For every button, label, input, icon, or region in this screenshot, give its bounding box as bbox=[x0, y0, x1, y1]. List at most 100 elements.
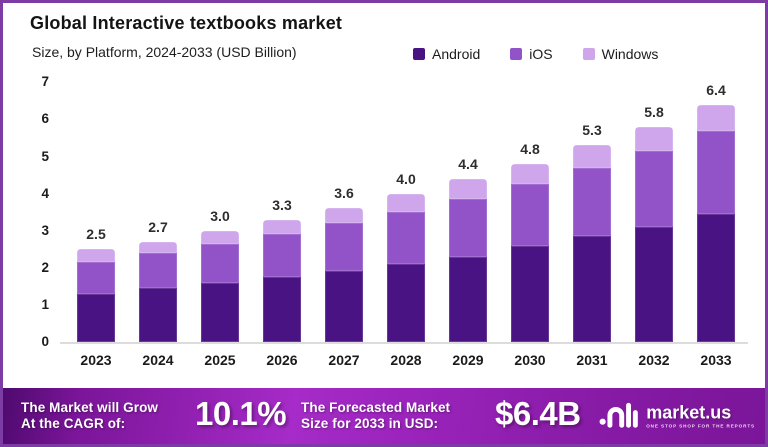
bar-group-2030 bbox=[511, 163, 549, 342]
bar-segment-windows-2031 bbox=[573, 145, 611, 168]
legend-swatch-icon bbox=[510, 48, 523, 60]
bar-segment-ios-2024 bbox=[139, 252, 177, 289]
x-axis-label-2030: 2030 bbox=[514, 352, 546, 368]
bar-segment-windows-2029 bbox=[449, 178, 487, 200]
bar-group-2023 bbox=[77, 249, 115, 342]
y-axis-tick-1: 1 bbox=[41, 296, 49, 312]
cagr-label-line1: The Market will Grow bbox=[21, 400, 159, 415]
bar-segment-ios-2032 bbox=[635, 150, 673, 227]
forecast-label: The Forecasted Market Size for 2033 in U… bbox=[301, 400, 450, 432]
cagr-value: 10.1% bbox=[195, 395, 287, 432]
bar-group-2033 bbox=[697, 104, 735, 342]
bar-segment-ios-2030 bbox=[511, 184, 549, 246]
bar-group-2032 bbox=[635, 126, 673, 342]
x-axis-label-2026: 2026 bbox=[266, 352, 298, 368]
page-title: Global Interactive textbooks market bbox=[30, 13, 343, 33]
bar-segment-ios-2028 bbox=[387, 212, 425, 265]
x-axis-label-2029: 2029 bbox=[452, 352, 484, 368]
forecast-value: $6.4B bbox=[495, 395, 581, 432]
bar-group-2026 bbox=[263, 219, 301, 342]
cagr-label: The Market will Grow At the CAGR of: bbox=[21, 400, 158, 432]
bar-total-label-2027: 3.6 bbox=[334, 185, 354, 202]
legend-swatch-icon bbox=[413, 48, 425, 60]
legend-swatch-icon bbox=[582, 48, 595, 60]
legend-label: iOS bbox=[529, 46, 553, 62]
bar-segment-windows-2026 bbox=[263, 219, 301, 235]
bar-segment-windows-2032 bbox=[635, 126, 673, 151]
bar-total-label-2032: 5.8 bbox=[644, 103, 664, 120]
x-axis-label-2027: 2027 bbox=[328, 352, 360, 368]
bar-group-2031 bbox=[573, 145, 611, 342]
bar-group-2027 bbox=[325, 208, 363, 342]
bar-segment-ios-2033 bbox=[697, 130, 735, 214]
bar-segment-android-2024 bbox=[139, 288, 177, 342]
bar-segment-ios-2029 bbox=[449, 199, 487, 257]
y-axis-tick-7: 7 bbox=[41, 74, 49, 90]
legend: Android iOS Windows bbox=[413, 46, 658, 62]
x-axis-line bbox=[60, 342, 748, 344]
bar-total-label-2031: 5.3 bbox=[582, 122, 602, 139]
bar-segment-android-2032 bbox=[635, 226, 673, 342]
bar-total-label-2030: 4.8 bbox=[520, 140, 540, 157]
y-axis-tick-0: 0 bbox=[41, 334, 49, 349]
bar-segment-android-2029 bbox=[449, 256, 487, 342]
bar-segment-android-2030 bbox=[511, 245, 549, 342]
bar-group-2024 bbox=[139, 241, 177, 342]
x-axis-label-2024: 2024 bbox=[142, 352, 174, 368]
bar-segment-android-2025 bbox=[201, 282, 239, 342]
x-axis-label-2033: 2033 bbox=[700, 352, 732, 368]
chart-subtitle: Size, by Platform, 2024-2033 (USD Billio… bbox=[32, 44, 297, 60]
y-axis-tick-3: 3 bbox=[41, 222, 49, 238]
x-axis-label-2032: 2032 bbox=[638, 352, 670, 368]
bar-segment-android-2026 bbox=[263, 277, 301, 342]
bar-total-label-2033: 6.4 bbox=[706, 81, 726, 98]
forecast-label-line2: Size for 2033 in USD: bbox=[301, 416, 439, 431]
bar-total-label-2023: 2.5 bbox=[86, 226, 106, 243]
bar-segment-ios-2026 bbox=[263, 234, 301, 278]
bar-segment-android-2033 bbox=[697, 213, 735, 342]
bar-group-2028 bbox=[387, 193, 425, 342]
bar-segment-android-2027 bbox=[325, 271, 363, 342]
bar-segment-windows-2025 bbox=[201, 230, 239, 244]
bar-group-2029 bbox=[449, 178, 487, 342]
bar-segment-android-2028 bbox=[387, 264, 425, 342]
bar-total-label-2024: 2.7 bbox=[148, 218, 168, 235]
legend-item-windows: Windows bbox=[582, 46, 659, 62]
x-axis-label-2025: 2025 bbox=[204, 352, 236, 368]
y-axis-tick-6: 6 bbox=[41, 111, 49, 127]
forecast-label-line1: The Forecasted Market bbox=[301, 400, 451, 415]
bar-total-label-2026: 3.3 bbox=[272, 196, 292, 213]
x-axis-label-2031: 2031 bbox=[576, 352, 608, 368]
bar-total-label-2025: 3.0 bbox=[210, 207, 230, 224]
bar-total-label-2028: 4.0 bbox=[396, 170, 416, 187]
brand-tagline: ONE STOP SHOP FOR THE REPORTS bbox=[646, 423, 755, 429]
bar-segment-android-2023 bbox=[77, 293, 115, 342]
x-axis-label-2028: 2028 bbox=[390, 352, 422, 368]
bar-segment-windows-2033 bbox=[697, 104, 735, 131]
cagr-label-line2: At the CAGR of: bbox=[21, 416, 126, 431]
y-axis-tick-4: 4 bbox=[41, 185, 49, 201]
bar-segment-windows-2030 bbox=[511, 163, 549, 185]
bar-segment-ios-2031 bbox=[573, 167, 611, 237]
bar-total-label-2029: 4.4 bbox=[458, 155, 478, 172]
bar-group-2025 bbox=[201, 230, 239, 342]
legend-item-android: Android bbox=[413, 46, 480, 62]
bar-segment-windows-2027 bbox=[325, 208, 363, 224]
bar-segment-windows-2028 bbox=[387, 193, 425, 213]
bar-segment-ios-2025 bbox=[201, 243, 239, 283]
bar-segment-windows-2024 bbox=[139, 241, 177, 253]
bar-segment-ios-2023 bbox=[77, 262, 115, 294]
legend-label: Windows bbox=[601, 46, 659, 62]
legend-label: Android bbox=[432, 46, 481, 62]
legend-item-ios: iOS bbox=[510, 46, 553, 62]
y-axis-tick-2: 2 bbox=[41, 259, 49, 275]
x-axis-label-2023: 2023 bbox=[80, 352, 112, 368]
bar-segment-android-2031 bbox=[573, 236, 611, 342]
marketus-logo-icon bbox=[599, 397, 639, 436]
brand-lockup: market.us ONE STOP SHOP FOR THE REPORTS bbox=[599, 397, 755, 436]
brand-name: market.us bbox=[646, 402, 732, 423]
bar-segment-ios-2027 bbox=[325, 223, 363, 272]
bar-segment-windows-2023 bbox=[77, 249, 115, 263]
plot-area: 0 1 2 3 4 5 6 7 2.5 2023 2.7 2024 3.0 2025 3.3 2026 3.6 2… bbox=[3, 3, 765, 444]
